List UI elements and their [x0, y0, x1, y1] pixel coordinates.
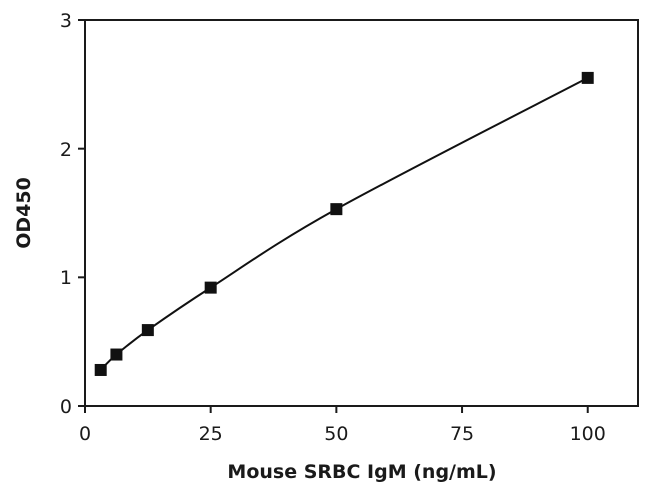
x-tick-label: 50	[324, 423, 348, 445]
data-point	[330, 203, 343, 216]
data-point	[581, 71, 594, 84]
x-tick-label: 25	[199, 423, 223, 445]
data-point	[110, 348, 123, 361]
data-point	[141, 324, 154, 337]
data-point	[204, 281, 217, 294]
x-axis-title: Mouse SRBC IgM (ng/mL)	[227, 461, 496, 483]
y-axis-title: OD450	[13, 177, 35, 249]
plot-frame	[84, 19, 639, 407]
x-axis: 0 25 50 75 100	[79, 406, 606, 445]
plot-area	[94, 71, 594, 376]
y-tick-label: 2	[60, 139, 72, 161]
y-tick-label: 1	[60, 267, 72, 289]
fit-curve	[100, 77, 589, 371]
data-point	[94, 363, 107, 376]
x-tick-label: 0	[79, 423, 91, 445]
x-tick-label: 100	[570, 423, 606, 445]
y-tick-label: 0	[60, 396, 72, 418]
y-tick-label: 3	[60, 10, 72, 32]
x-tick-label: 75	[450, 423, 474, 445]
y-axis: 0 1 2 3	[60, 10, 85, 418]
